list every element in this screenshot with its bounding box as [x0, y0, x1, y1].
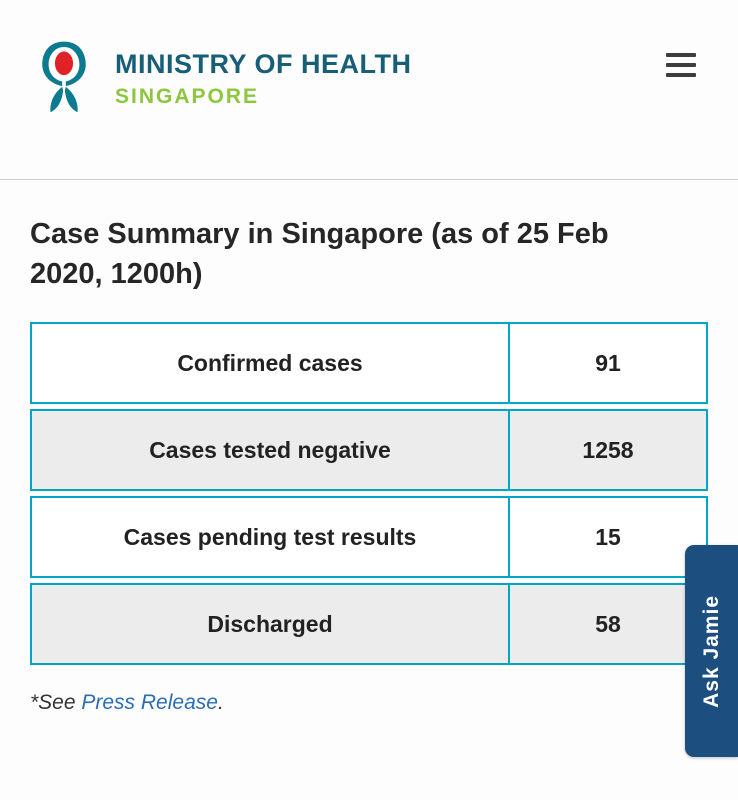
- main-content: Case Summary in Singapore (as of 25 Feb …: [0, 214, 738, 715]
- footnote-prefix: *See: [30, 691, 82, 715]
- org-country: SINGAPORE: [115, 84, 260, 108]
- table-row: Cases pending test results 15: [30, 496, 708, 579]
- footnote-suffix: .: [217, 691, 224, 715]
- org-block: MINISTRY OF HEALTH SINGAPORE: [115, 49, 412, 109]
- table-row: Confirmed cases 91: [30, 322, 708, 405]
- row-label: Cases tested negative: [149, 436, 391, 463]
- moh-logo[interactable]: [35, 36, 93, 121]
- table-row: Cases tested negative 1258: [30, 409, 708, 492]
- site-header: MINISTRY OF HEALTH SINGAPORE: [0, 0, 738, 121]
- header-divider: [0, 179, 738, 180]
- row-label: Discharged: [207, 610, 333, 637]
- hamburger-menu-button[interactable]: [662, 49, 700, 81]
- row-value: 15: [508, 498, 706, 577]
- row-value: 1258: [508, 411, 706, 490]
- ask-jamie-tab[interactable]: Ask Jamie: [685, 545, 738, 757]
- hamburger-icon: [666, 52, 696, 57]
- row-label: Cases pending test results: [123, 523, 417, 550]
- page: MINISTRY OF HEALTH SINGAPORE Case Summar…: [0, 0, 738, 757]
- case-summary-table: Confirmed cases 91 Cases tested negative…: [30, 322, 708, 666]
- hamburger-icon: [666, 72, 696, 77]
- row-value: 58: [508, 585, 706, 664]
- row-value: 91: [508, 324, 706, 403]
- page-title: Case Summary in Singapore (as of 25 Feb …: [30, 218, 609, 291]
- hamburger-icon: [666, 62, 696, 67]
- table-row: Discharged 58: [30, 583, 708, 666]
- org-name: MINISTRY OF HEALTH: [115, 48, 412, 79]
- press-release-link[interactable]: Press Release: [81, 691, 218, 715]
- row-label: Confirmed cases: [177, 349, 363, 376]
- ask-jamie-label: Ask Jamie: [699, 594, 723, 708]
- footnote: *See Press Release.: [30, 691, 708, 715]
